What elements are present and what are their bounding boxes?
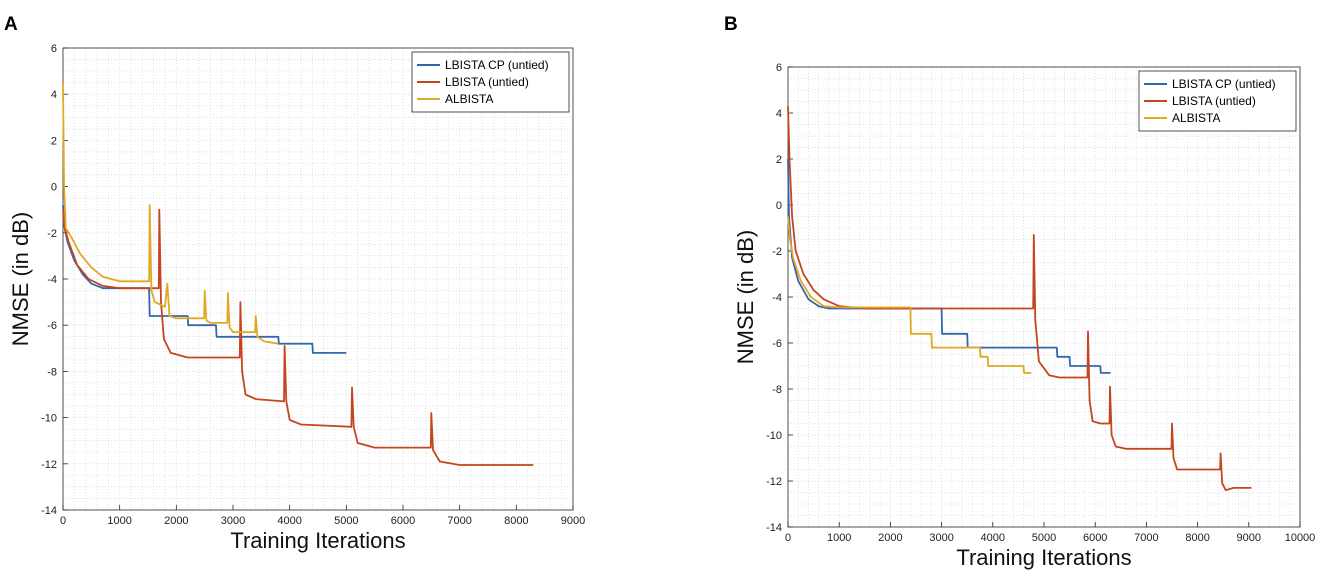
series-line-1: [787, 158, 1111, 374]
x-tick-label: 0: [60, 515, 66, 527]
x-tick-label: 4000: [981, 532, 1005, 544]
x-tick-label: 3000: [221, 515, 245, 527]
panel-label-a: A: [4, 14, 18, 35]
y-tick-label: 2: [51, 135, 57, 147]
y-tick-label: -6: [47, 320, 57, 332]
x-tick-label: 4000: [277, 515, 301, 527]
legend-label-1: LBISTA CP (untied): [445, 58, 549, 72]
y-axis-label: NMSE (in dB): [733, 230, 758, 364]
y-tick-label: 4: [51, 89, 57, 101]
legend: LBISTA CP (untied) LBISTA (untied) ALBISTA: [1138, 70, 1297, 132]
x-tick-label: 9000: [561, 515, 585, 527]
x-axis-label: Training Iterations: [230, 528, 405, 553]
series-line-2: [62, 208, 534, 466]
x-tick-label: 1000: [827, 532, 851, 544]
y-tick-label: -6: [772, 338, 782, 350]
legend-label-3: ALBISTA: [445, 92, 493, 106]
y-tick-label: 6: [776, 62, 782, 74]
legend-label-2: LBISTA (untied): [1172, 94, 1256, 108]
x-tick-label: 8000: [1185, 532, 1209, 544]
legend: LBISTA CP (untied) LBISTA (untied) ALBISTA: [411, 51, 570, 113]
x-tick-label: 7000: [1134, 532, 1158, 544]
y-tick-label: 4: [776, 108, 782, 120]
chart-panel-a: A 0 1000 2000 3000 4000 5000 6000 7000 8000 9000 -…: [0, 0, 620, 585]
x-tick-label: 0: [785, 532, 791, 544]
y-tick-label: -14: [41, 505, 57, 517]
legend-label-2: LBISTA (untied): [445, 75, 529, 89]
y-tick-label: 0: [776, 200, 782, 212]
x-tick-label: 2000: [878, 532, 902, 544]
y-tick-label: 6: [51, 43, 57, 55]
y-tick-label: -4: [47, 274, 57, 286]
y-tick-label: -8: [47, 366, 57, 378]
y-tick-label: -10: [766, 430, 782, 442]
y-tick-label: 2: [776, 154, 782, 166]
x-tick-label: 9000: [1237, 532, 1261, 544]
x-tick-label: 5000: [334, 515, 358, 527]
x-tick-label: 6000: [1083, 532, 1107, 544]
y-tick-label: -4: [772, 292, 782, 304]
chart-panel-b: B 0 1000 2000 3000 4000 5000 6000 7000 8000 9000 1…: [720, 0, 1325, 585]
legend-label-3: ALBISTA: [1172, 111, 1220, 125]
y-tick-label: -14: [766, 522, 782, 534]
y-tick-label: -10: [41, 413, 57, 425]
x-tick-label: 6000: [391, 515, 415, 527]
chart-a-svg: 0 1000 2000 3000 4000 5000 6000 7000 8000 9000 -14…: [8, 43, 585, 553]
series-line-3: [62, 82, 279, 345]
x-tick-label: 7000: [447, 515, 471, 527]
chart-b-svg: 0 1000 2000 3000 4000 5000 6000 7000 8000 9000 100…: [733, 62, 1316, 570]
x-tick-label: 2000: [164, 515, 188, 527]
minor-grid: [63, 48, 573, 510]
series-line-2: [787, 106, 1252, 492]
legend-label-1: LBISTA CP (untied): [1172, 77, 1276, 91]
x-tick-label: 1000: [107, 515, 131, 527]
y-tick-label: -2: [772, 246, 782, 258]
y-axis-label: NMSE (in dB): [8, 212, 33, 346]
y-tick-label: -12: [41, 459, 57, 471]
y-tick-label: -8: [772, 384, 782, 396]
y-tick-label: -12: [766, 476, 782, 488]
x-tick-label: 5000: [1032, 532, 1056, 544]
panel-label-b: B: [724, 14, 738, 35]
x-tick-label: 10000: [1285, 532, 1316, 544]
x-axis-label: Training Iterations: [956, 545, 1131, 570]
y-tick-label: 0: [51, 182, 57, 194]
series-line-3: [787, 216, 1032, 374]
x-tick-label: 3000: [929, 532, 953, 544]
y-tick-label: -2: [47, 228, 57, 240]
x-tick-label: 8000: [504, 515, 528, 527]
